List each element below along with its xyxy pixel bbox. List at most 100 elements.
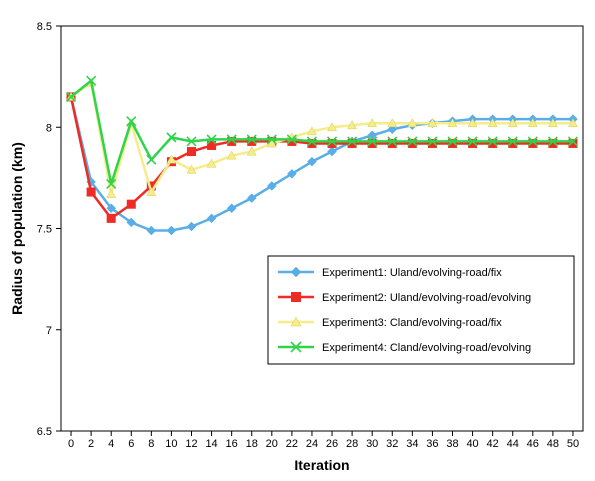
data-point (527, 136, 538, 147)
x-tick-label: 12 (185, 438, 197, 450)
data-point (307, 126, 317, 136)
marker-stroke (487, 136, 498, 147)
x-tick-label: 42 (487, 438, 499, 450)
data-point (347, 138, 357, 148)
x-tick-label: 14 (205, 438, 217, 450)
data-point (146, 225, 157, 236)
x-axis-title: Iteration (294, 457, 349, 473)
marker-stroke (547, 136, 558, 147)
data-point (166, 225, 177, 236)
marker-stroke (286, 134, 297, 145)
legend-marker (290, 316, 302, 327)
data-point (166, 154, 177, 164)
x-tick-label: 38 (446, 438, 458, 450)
data-point (548, 138, 558, 148)
data-point (487, 136, 498, 147)
data-point (146, 187, 157, 196)
x-tick-label: 40 (466, 438, 478, 450)
data-point (206, 158, 217, 168)
data-point (226, 134, 237, 145)
x-tick-label: 46 (527, 438, 539, 450)
legend: Experiment1: Uland/evolving-road/fix Expe… (267, 255, 575, 365)
data-point (106, 213, 116, 223)
x-tick-label: 16 (226, 438, 238, 450)
data-point (166, 132, 177, 143)
legend-label: Experiment3: Cland/evolving-road/fix (322, 317, 502, 329)
data-point (247, 136, 257, 146)
legend-marker (290, 266, 302, 278)
marker-stroke (206, 134, 217, 145)
data-point (327, 146, 337, 157)
data-point (186, 164, 197, 174)
x-tick-label: 8 (148, 438, 154, 450)
data-point (226, 203, 237, 214)
marker-stroke (427, 136, 438, 147)
data-point (327, 138, 337, 148)
data-point (467, 136, 478, 147)
data-point (246, 134, 257, 145)
x-tick-label: 20 (266, 438, 278, 450)
marker-stroke (86, 75, 97, 86)
marker-stroke (126, 116, 137, 127)
x-tick-label: 50 (567, 438, 579, 450)
data-point (307, 138, 317, 148)
marker-stroke (367, 136, 378, 147)
marker-stroke (246, 134, 257, 145)
data-point (508, 138, 518, 148)
y-tick-label: 7.5 (37, 224, 52, 236)
x-tick-label: 4 (108, 438, 114, 450)
x-tick-label: 28 (346, 438, 358, 450)
y-tick-label: 8.5 (37, 21, 52, 33)
data-point (468, 138, 478, 148)
x-tick-label: 10 (165, 438, 177, 450)
data-point (146, 181, 156, 191)
data-point (207, 140, 217, 150)
data-point (407, 138, 417, 148)
series-4 (65, 75, 579, 190)
data-point (206, 213, 217, 224)
x-tick-label: 6 (128, 438, 134, 450)
legend-marker (291, 292, 301, 302)
data-point (65, 91, 77, 102)
y-tick-label: 7 (46, 325, 52, 337)
x-tick-label: 34 (406, 438, 418, 450)
data-point (306, 136, 318, 147)
data-point (528, 138, 538, 148)
data-point (246, 193, 257, 203)
x-tick-label: 18 (246, 438, 258, 450)
data-point (487, 118, 498, 128)
marker-stroke (166, 132, 177, 143)
data-point (547, 136, 558, 147)
legend-label: Experiment2: Uland/evolving-road/evolvin… (322, 292, 531, 304)
marker-stroke (447, 136, 458, 147)
y-tick-label: 6.5 (37, 426, 52, 438)
data-point (568, 118, 578, 128)
data-point (447, 136, 458, 147)
data-point (86, 75, 97, 86)
data-point (507, 136, 518, 147)
marker-stroke (290, 341, 302, 353)
x-tick-label: 44 (507, 438, 519, 450)
marker-stroke (527, 136, 538, 147)
data-point (206, 134, 217, 145)
marker-stroke (65, 91, 77, 102)
data-point (307, 156, 317, 167)
marker-stroke (306, 136, 318, 147)
data-point (126, 199, 136, 209)
x-tick-label: 24 (306, 438, 318, 450)
data-point (407, 118, 418, 128)
series-3 (66, 77, 578, 198)
data-point (567, 136, 579, 147)
data-point (387, 136, 398, 147)
marker-stroke (146, 154, 157, 165)
data-point (568, 138, 578, 148)
data-point (527, 118, 538, 128)
data-point (507, 118, 518, 128)
x-tick-label: 26 (326, 438, 338, 450)
data-point (186, 221, 197, 232)
marker-stroke (226, 134, 237, 145)
data-point (266, 138, 277, 148)
series-line (70, 81, 573, 196)
